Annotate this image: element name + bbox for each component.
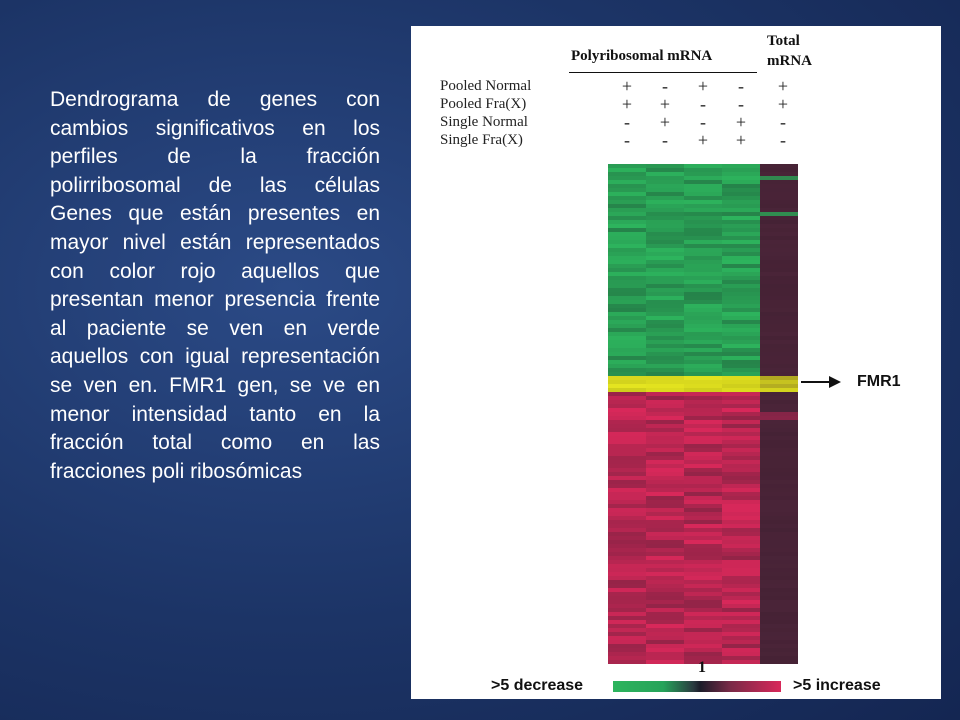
heatmap-cells xyxy=(608,164,798,664)
sign-r3-c3: - xyxy=(700,112,706,132)
sign-r2-c2: + xyxy=(659,94,671,114)
total-header-line1: Total xyxy=(767,33,800,49)
slide-description-text: Dendrograma de genes con cambios signifi… xyxy=(50,88,380,483)
color-scale-bar xyxy=(613,681,781,692)
sign-r4-c2: - xyxy=(662,130,668,150)
polyribosomal-underline xyxy=(569,72,757,73)
sign-r2-c3: - xyxy=(700,94,706,114)
sign-r3-c1: - xyxy=(624,112,630,132)
heatmap-figure: Polyribosomal mRNA Total mRNA Pooled Nor… xyxy=(411,26,941,699)
row-label-pooled-normal: Pooled Normal xyxy=(440,78,532,94)
sign-r4-c1: - xyxy=(624,130,630,150)
sign-r4-c4: + xyxy=(735,130,747,150)
sign-r1-c5: + xyxy=(777,76,789,96)
polyribosomal-header: Polyribosomal mRNA xyxy=(571,48,713,64)
sign-r1-c2: - xyxy=(662,76,668,96)
row-label-single-frax: Single Fra(X) xyxy=(440,132,523,148)
sign-r1-c1: + xyxy=(621,76,633,96)
scale-increase-label: >5 increase xyxy=(793,677,881,694)
sign-r2-c5: + xyxy=(777,94,789,114)
sign-r1-c4: - xyxy=(738,76,744,96)
sign-r3-c4: + xyxy=(735,112,747,132)
row-label-single-normal: Single Normal xyxy=(440,114,528,130)
sign-r2-c4: - xyxy=(738,94,744,114)
fmr1-arrow-icon xyxy=(829,376,841,388)
sign-r2-c1: + xyxy=(621,94,633,114)
sign-r3-c5: - xyxy=(780,112,786,132)
row-label-pooled-frax: Pooled Fra(X) xyxy=(440,96,527,112)
sign-r3-c2: + xyxy=(659,112,671,132)
sign-r1-c3: + xyxy=(697,76,709,96)
total-header-line2: mRNA xyxy=(767,53,812,69)
scale-decrease-label: >5 decrease xyxy=(491,677,584,694)
sign-r4-c5: - xyxy=(780,130,786,150)
fmr1-label: FMR1 xyxy=(857,373,901,390)
sign-r4-c3: + xyxy=(697,130,709,150)
scale-midpoint-label: 1 xyxy=(698,659,706,676)
expression-heatmap xyxy=(608,164,798,664)
fmr1-arrow-shaft xyxy=(801,381,833,383)
